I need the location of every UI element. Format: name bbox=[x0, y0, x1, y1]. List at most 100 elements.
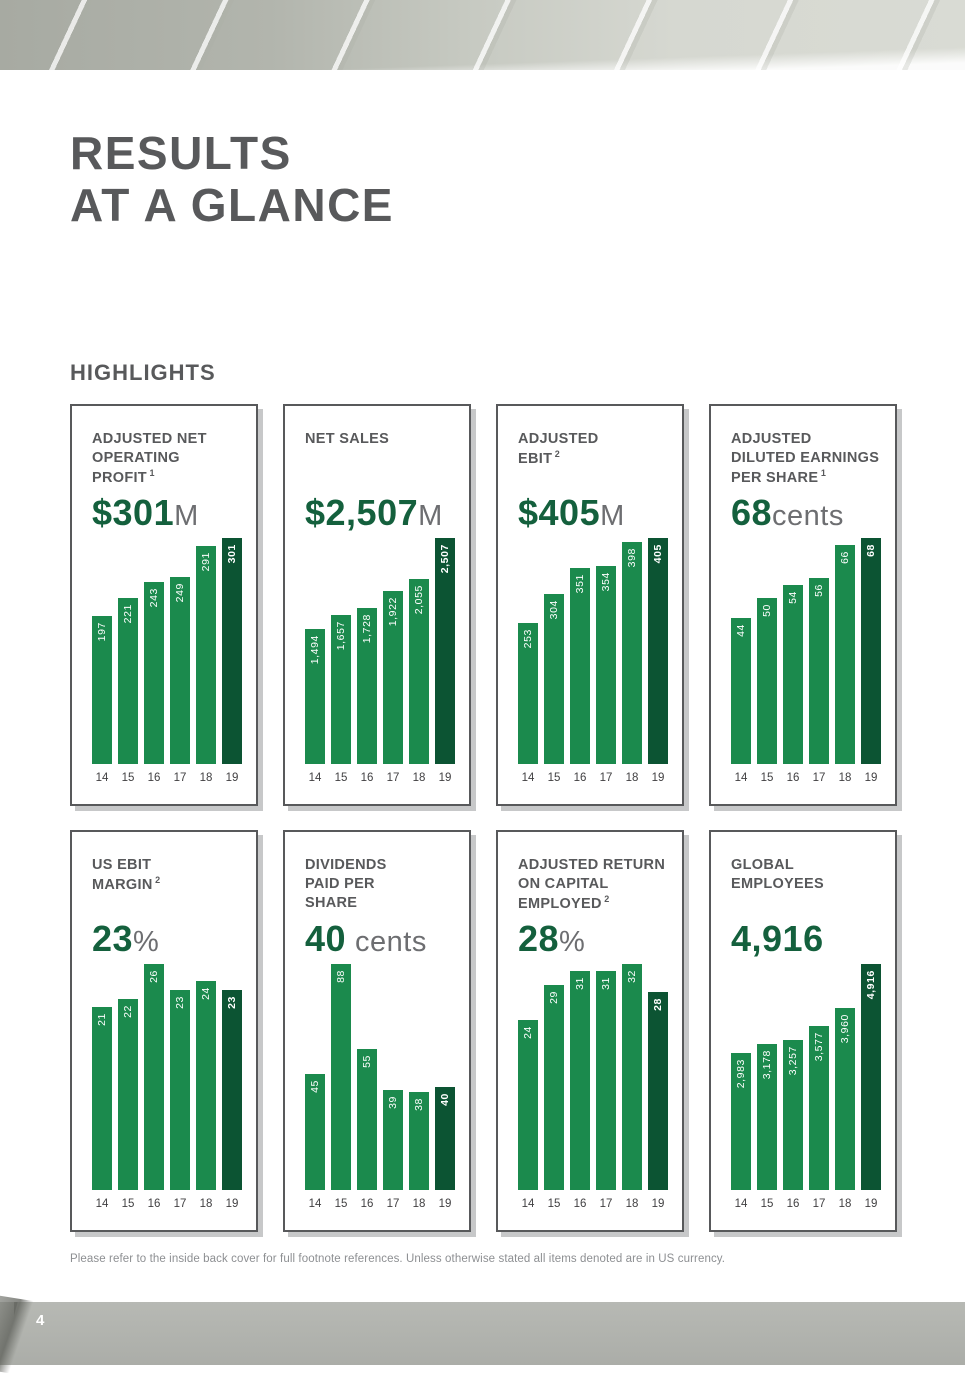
bar-chart-years: 14 15 16 17 18 19 bbox=[731, 772, 881, 784]
year-label: 19 bbox=[864, 772, 878, 784]
year-label: 19 bbox=[651, 1198, 665, 1210]
bar-value-label-wrap: 301 bbox=[222, 544, 242, 563]
bar: 354 bbox=[596, 566, 616, 764]
year-label: 15 bbox=[121, 772, 135, 784]
bar: 23 bbox=[170, 990, 190, 1190]
bar-value-label-wrap: 405 bbox=[648, 544, 668, 563]
bar: 221 bbox=[118, 598, 138, 764]
year-label: 17 bbox=[173, 772, 187, 784]
bar-value-label-wrap: 44 bbox=[731, 624, 751, 637]
bar: 4,916 bbox=[861, 964, 881, 1190]
page-title: RESULTS AT A GLANCE bbox=[70, 127, 394, 232]
bar-value-label: 1,922 bbox=[387, 597, 399, 627]
ceiling-photo-header bbox=[0, 0, 965, 70]
year-label: 14 bbox=[521, 772, 535, 784]
highlight-card: US EBIT MARGIN 2 23% 21 22 26 23 24 23 14 15 16 1… bbox=[70, 830, 258, 1232]
bar-value-label-wrap: 38 bbox=[409, 1098, 429, 1111]
bar-value-label-wrap: 3,257 bbox=[783, 1046, 803, 1075]
footnote-reference: 2 bbox=[601, 893, 610, 904]
bar-value-label: 66 bbox=[839, 551, 851, 564]
card-heading: ADJUSTED DILUTED EARNINGS PER SHARE 1 bbox=[731, 431, 880, 486]
bar-value-label: 3,178 bbox=[761, 1050, 773, 1080]
footnote-reference: 2 bbox=[552, 448, 560, 459]
bar-value-label: 39 bbox=[387, 1096, 399, 1109]
year-label: 18 bbox=[199, 772, 213, 784]
bar: 31 bbox=[596, 971, 616, 1190]
card-value: 28 bbox=[518, 918, 560, 959]
bar-value-label-wrap: 29 bbox=[544, 991, 564, 1004]
bar: 40 bbox=[435, 1087, 455, 1190]
bar-value-label: 243 bbox=[148, 588, 160, 608]
bar-chart: 44 50 54 56 66 68 14 15 16 17 18 19 bbox=[731, 538, 887, 784]
year-label: 14 bbox=[521, 1198, 535, 1210]
bar-value-label-wrap: 66 bbox=[835, 551, 855, 564]
year-label: 14 bbox=[308, 772, 322, 784]
card-value: 68 bbox=[731, 492, 773, 533]
bar-chart-years: 14 15 16 17 18 19 bbox=[731, 1198, 881, 1210]
bar-value-label: 56 bbox=[813, 584, 825, 597]
year-label: 14 bbox=[95, 772, 109, 784]
highlight-card: ADJUSTED EBIT 2 $405M 253 304 351 354 398 405 … bbox=[496, 404, 684, 806]
year-label: 18 bbox=[199, 1198, 213, 1210]
bar-chart: 197 221 243 249 291 301 14 15 16 17 18 19 bbox=[92, 538, 248, 784]
bar-value-label-wrap: 249 bbox=[170, 583, 190, 602]
bar: 23 bbox=[222, 990, 242, 1190]
bar: 253 bbox=[518, 623, 538, 764]
bar-chart: 253 304 351 354 398 405 14 15 16 17 18 19 bbox=[518, 538, 674, 784]
bar-value-label: 45 bbox=[309, 1080, 321, 1093]
bar: 1,922 bbox=[383, 591, 403, 764]
bar: 88 bbox=[331, 964, 351, 1190]
bar-value-label: 2,055 bbox=[413, 585, 425, 615]
card-value-row: 68cents bbox=[731, 492, 887, 534]
bar-value-label: 197 bbox=[96, 622, 108, 642]
year-label: 16 bbox=[786, 1198, 800, 1210]
card-heading: ADJUSTED RETURN ON CAPITAL EMPLOYED 2 bbox=[518, 857, 666, 912]
bar: 28 bbox=[648, 992, 668, 1190]
bar-value-label-wrap: 23 bbox=[222, 996, 242, 1009]
bar-value-label: 3,577 bbox=[813, 1032, 825, 1062]
bar-value-label: 1,657 bbox=[335, 621, 347, 651]
card-heading: GLOBAL EMPLOYEES bbox=[731, 857, 824, 892]
year-label: 18 bbox=[625, 772, 639, 784]
highlight-card: ADJUSTED RETURN ON CAPITAL EMPLOYED 2 28% … bbox=[496, 830, 684, 1232]
bar-chart-years: 14 15 16 17 18 19 bbox=[305, 772, 455, 784]
bar-chart-bars: 44 50 54 56 66 68 bbox=[731, 538, 881, 764]
bar-value-label: 22 bbox=[122, 1005, 134, 1018]
card-value: 2,507 bbox=[325, 492, 419, 533]
bar-value-label: 4,916 bbox=[865, 970, 877, 1000]
bar: 197 bbox=[92, 616, 112, 764]
year-label: 19 bbox=[438, 772, 452, 784]
card-heading: ADJUSTED NET OPERATING PROFIT 1 bbox=[92, 431, 207, 486]
card-value-row: 23% bbox=[92, 918, 248, 960]
section-heading: HIGHLIGHTS bbox=[70, 360, 216, 385]
bar: 29 bbox=[544, 985, 564, 1190]
card-value-suffix: M bbox=[418, 500, 443, 532]
bar-chart: 2,983 3,178 3,257 3,577 3,960 4,916 14 15 16 17 1… bbox=[731, 964, 887, 1210]
bar: 21 bbox=[92, 1007, 112, 1190]
year-label: 17 bbox=[386, 772, 400, 784]
bar: 56 bbox=[809, 578, 829, 764]
year-label: 16 bbox=[573, 772, 587, 784]
bar-value-label: 68 bbox=[865, 544, 877, 557]
year-label: 19 bbox=[438, 1198, 452, 1210]
bar-chart-bars: 24 29 31 31 32 28 bbox=[518, 964, 668, 1190]
card-value-row: $301M bbox=[92, 492, 248, 534]
bar-value-label: 88 bbox=[335, 970, 347, 983]
year-label: 19 bbox=[225, 772, 239, 784]
year-label: 18 bbox=[412, 772, 426, 784]
year-label: 15 bbox=[334, 1198, 348, 1210]
bar-value-label-wrap: 3,178 bbox=[757, 1050, 777, 1079]
bar: 3,960 bbox=[835, 1008, 855, 1190]
year-label: 14 bbox=[734, 772, 748, 784]
year-label: 16 bbox=[147, 1198, 161, 1210]
bar-value-label-wrap: 88 bbox=[331, 970, 351, 983]
bar: 32 bbox=[622, 964, 642, 1190]
bar: 1,657 bbox=[331, 615, 351, 764]
card-heading: DIVIDENDS PAID PER SHARE bbox=[305, 857, 387, 911]
bar: 2,983 bbox=[731, 1053, 751, 1190]
card-value: 4,916 bbox=[731, 918, 824, 959]
bar-value-label-wrap: 253 bbox=[518, 629, 538, 648]
bar-value-label: 31 bbox=[600, 977, 612, 990]
bar: 291 bbox=[196, 546, 216, 764]
bar: 2,055 bbox=[409, 579, 429, 764]
